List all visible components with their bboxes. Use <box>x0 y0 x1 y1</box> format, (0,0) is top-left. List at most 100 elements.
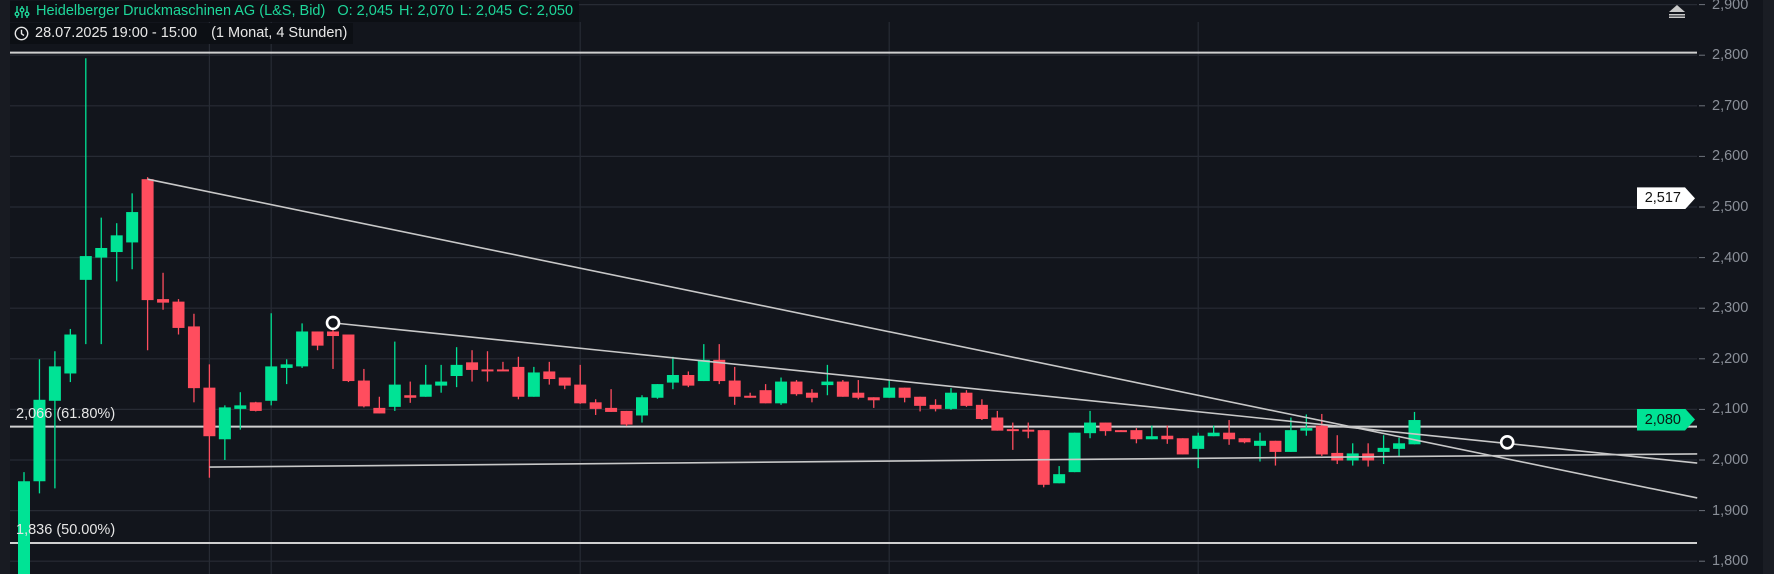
candle-body <box>512 366 525 397</box>
candle-body <box>775 381 788 404</box>
candle-up <box>651 384 664 399</box>
candle-down <box>975 399 988 421</box>
candle-body <box>883 387 896 398</box>
candle-body <box>914 396 927 406</box>
candle-body <box>265 366 278 401</box>
candle-body <box>33 399 46 482</box>
candle-body <box>311 331 324 346</box>
candle-up <box>697 344 710 382</box>
candle-up <box>1254 432 1266 462</box>
high-value: H: 2,070 <box>398 3 454 19</box>
axis-tick-label: 2,800 <box>1712 47 1749 64</box>
candle-body <box>759 390 772 404</box>
candle-up <box>1408 411 1421 445</box>
axis-tick-label: 2,100 <box>1712 401 1749 418</box>
candle-up <box>265 313 278 406</box>
candle-body <box>373 407 386 414</box>
candle-up <box>1192 432 1205 469</box>
indicator-sliders-icon[interactable] <box>14 5 30 19</box>
candle-down <box>1037 430 1050 488</box>
fib-level-label: 1,836 (50.00%) <box>16 521 116 538</box>
candle-up <box>435 364 448 393</box>
candle-body <box>1192 435 1205 449</box>
trend-line-handle <box>1499 434 1515 450</box>
candle-body <box>1037 430 1050 485</box>
candle-down <box>728 366 741 405</box>
candle-down <box>991 410 1004 431</box>
candle-up <box>419 364 432 397</box>
candle-up <box>64 328 77 383</box>
candle-body <box>218 407 231 440</box>
candle-body <box>1006 429 1019 432</box>
candle-down <box>682 371 695 388</box>
open-value: O: 2,045 <box>337 3 393 19</box>
candle-body <box>79 256 92 280</box>
candle-body <box>126 212 139 243</box>
candle-body <box>945 392 957 409</box>
candle-down <box>836 380 849 397</box>
candle-up <box>218 405 231 460</box>
candle-body <box>1269 440 1282 452</box>
candle-up <box>821 364 834 396</box>
candle-body <box>450 364 463 377</box>
candle-down <box>342 334 355 383</box>
candle-body <box>466 362 479 370</box>
candle-down <box>867 397 880 408</box>
trend-line <box>147 178 1698 499</box>
candle-body <box>496 369 509 372</box>
candle-down <box>357 368 370 408</box>
candle-body <box>327 331 339 337</box>
candle-body <box>18 481 30 574</box>
candle-body <box>1238 438 1251 443</box>
axis-tick-label: 1,900 <box>1712 502 1749 519</box>
candle-up <box>945 388 957 410</box>
candle-down <box>543 361 556 385</box>
candle-body <box>558 377 571 386</box>
candle-body <box>666 374 679 383</box>
candle-up <box>234 392 247 430</box>
candle-body <box>728 380 741 397</box>
collapse-triangle-icon[interactable] <box>1668 4 1686 18</box>
candle-up <box>666 356 679 390</box>
fib-level-label: 2,066 (61.80%) <box>16 405 116 422</box>
low-value: L: 2,045 <box>459 3 513 19</box>
candle-body <box>1393 443 1406 449</box>
horizontal-levels <box>10 51 1697 544</box>
axis-tick-label: 2,000 <box>1712 452 1749 468</box>
candle-body <box>172 301 185 328</box>
last-price-tag: 2,080 <box>1637 409 1695 431</box>
candle-down <box>481 351 494 382</box>
candle-up <box>33 359 46 494</box>
candle-up <box>18 472 30 574</box>
candle-down <box>713 344 726 385</box>
candle-body <box>1161 435 1174 440</box>
candle-body <box>342 334 355 382</box>
close-value: C: 2,050 <box>518 3 574 19</box>
clock-icon <box>14 26 29 41</box>
candle-body <box>48 366 61 401</box>
candle-down <box>512 356 525 400</box>
trend-line-handle <box>325 315 341 331</box>
candle-body <box>620 410 633 425</box>
candle-up <box>126 193 139 270</box>
candle-down <box>805 389 818 403</box>
candle-body <box>1284 430 1297 452</box>
right-border <box>1763 0 1774 574</box>
candle-down <box>898 387 911 403</box>
candle-down <box>1114 430 1127 433</box>
candle-down <box>558 377 571 390</box>
candle-down <box>172 299 185 335</box>
candle-up <box>48 351 61 489</box>
trend-line <box>332 322 1698 464</box>
candle-body <box>1114 430 1127 433</box>
candle-up <box>296 323 309 368</box>
candle-body <box>95 247 108 258</box>
axis-tick-label: 2,400 <box>1712 249 1749 266</box>
candle-body <box>898 387 911 398</box>
candle-down <box>790 380 803 396</box>
candle-body <box>388 384 401 407</box>
candle-body <box>744 395 757 398</box>
candle-down <box>157 272 170 310</box>
candle-body <box>790 381 803 395</box>
